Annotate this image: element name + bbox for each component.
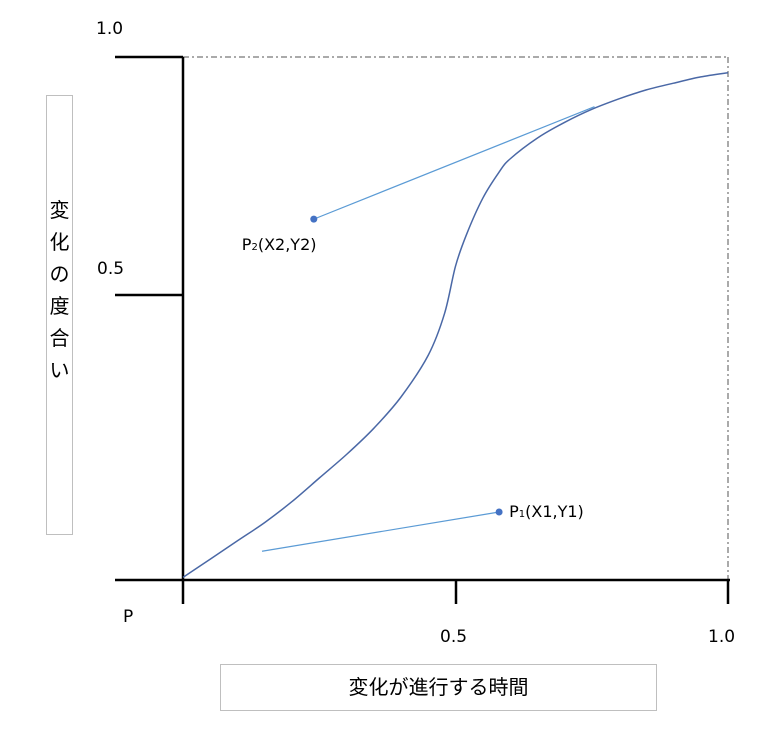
- p1-point: [495, 508, 503, 516]
- y-axis-title: 変 化 の 度 合 い: [49, 198, 70, 382]
- p1-label-sub: 1: [519, 509, 525, 520]
- p2-label-base: P: [242, 235, 252, 254]
- p2-label-coords: (X2,Y2): [258, 235, 317, 254]
- p2-label: P2(X2,Y2): [242, 235, 317, 254]
- p1-label-coords: (X1,Y1): [525, 502, 584, 521]
- p1-label: P1(X1,Y1): [509, 502, 584, 521]
- p1-label-base: P: [509, 502, 519, 521]
- origin-label: P: [123, 607, 133, 627]
- x-tick-label-0-5: 0.5: [440, 627, 467, 647]
- x-tick-label-1-0: 1.0: [708, 627, 735, 647]
- p2-point: [310, 215, 318, 223]
- y-tick-label-0-5: 0.5: [97, 259, 124, 279]
- s-curve-series: [182, 71, 729, 579]
- y-axis-title-box: 変 化 の 度 合 い: [46, 95, 73, 535]
- x-axis-title: 変化が進行する時間: [220, 664, 657, 711]
- p2-leader-line: [313, 106, 595, 220]
- p1-leader-line: [261, 511, 500, 552]
- p2-label-sub: 2: [251, 242, 257, 253]
- y-tick-label-1-0: 1.0: [96, 19, 123, 39]
